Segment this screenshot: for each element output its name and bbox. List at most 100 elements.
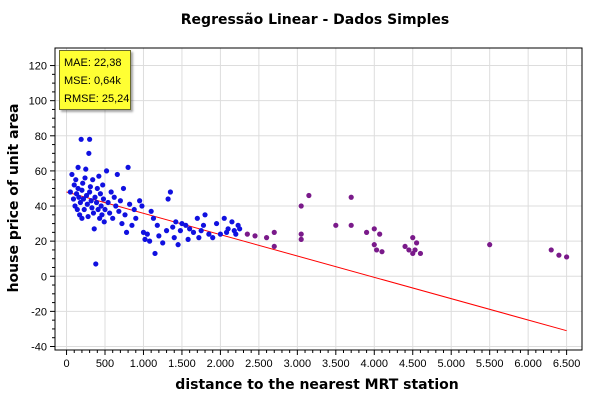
data-point <box>263 235 270 241</box>
data-point <box>92 194 98 200</box>
data-point <box>86 150 92 156</box>
y-tick-label: 0 <box>41 271 47 283</box>
x-tick-label: 6.000 <box>514 358 542 370</box>
data-point <box>116 208 122 214</box>
data-point <box>152 250 158 257</box>
data-point <box>154 222 160 228</box>
data-point <box>170 224 176 230</box>
data-point <box>165 196 171 202</box>
y-axis-title: house price of unit area <box>6 104 22 293</box>
data-point <box>221 215 227 221</box>
data-point <box>373 247 380 253</box>
x-tick-label: 0 <box>63 358 69 370</box>
data-point <box>348 194 354 200</box>
x-tick-label: 1.500 <box>168 358 196 370</box>
data-point <box>93 261 99 267</box>
data-point <box>93 199 100 206</box>
data-point <box>177 228 184 234</box>
data-point <box>97 191 103 197</box>
data-point <box>73 177 79 183</box>
data-point <box>487 242 493 248</box>
data-point <box>87 136 93 142</box>
data-point <box>271 229 277 235</box>
x-axis-title: distance to the nearest MRT station <box>175 377 458 393</box>
data-point <box>125 164 131 170</box>
data-point <box>98 203 104 209</box>
data-point <box>233 231 239 237</box>
data-point <box>76 194 82 200</box>
data-point <box>96 173 102 179</box>
data-point <box>90 177 96 183</box>
data-point <box>198 228 204 234</box>
data-point <box>89 205 95 211</box>
data-point <box>69 171 75 178</box>
x-tick-label: 4.000 <box>361 358 389 370</box>
data-point <box>548 247 554 253</box>
data-point <box>100 182 106 188</box>
x-tick-label: 6.500 <box>553 358 581 370</box>
data-point <box>244 231 250 237</box>
data-point <box>107 210 113 216</box>
data-point <box>417 250 424 257</box>
data-point <box>84 201 90 207</box>
data-point <box>94 185 100 192</box>
data-point <box>148 208 154 214</box>
data-point <box>225 226 231 232</box>
data-point <box>103 168 110 174</box>
y-tick-label: 100 <box>29 96 47 108</box>
data-point <box>206 231 212 237</box>
data-point <box>194 215 200 221</box>
data-point <box>129 222 135 228</box>
data-point <box>298 231 304 237</box>
data-point <box>144 231 150 237</box>
y-tick-label: 80 <box>35 131 47 143</box>
mse-label: MSE: 0,64k <box>64 75 121 87</box>
data-point <box>127 201 133 207</box>
data-point <box>348 222 354 228</box>
chart-title: Regressão Linear - Dados Simples <box>181 12 449 28</box>
data-point <box>78 136 84 142</box>
data-point <box>123 229 130 235</box>
data-point <box>187 226 193 232</box>
data-point <box>298 203 304 209</box>
plot-frame <box>54 47 583 351</box>
data-point <box>79 187 85 193</box>
regression-line-layer <box>66 191 567 332</box>
data-point <box>74 206 80 213</box>
data-point <box>137 198 143 204</box>
data-point <box>139 203 145 209</box>
data-point <box>101 219 107 225</box>
data-point <box>213 220 220 227</box>
axes: 0 500 1.000 1.500 2.000 2.500 3.000 3.500 4.000 4… <box>29 47 583 370</box>
data-point <box>175 242 181 248</box>
data-point <box>564 254 570 260</box>
data-point <box>333 222 339 228</box>
data-point <box>131 206 137 213</box>
rmse-label: RMSE: 25,24 <box>64 93 130 105</box>
data-point <box>271 243 277 250</box>
data-point <box>200 222 207 228</box>
data-point <box>229 219 235 225</box>
data-point <box>217 231 224 237</box>
data-point <box>119 220 125 227</box>
y-tick-label: 120 <box>29 61 47 73</box>
data-point <box>111 194 117 200</box>
data-point <box>371 242 377 248</box>
y-tick-label: -20 <box>31 306 47 318</box>
data-point <box>105 199 111 206</box>
data-point <box>71 182 77 188</box>
data-point <box>402 243 408 250</box>
data-point <box>150 215 157 221</box>
data-point <box>95 206 101 213</box>
data-point <box>85 213 91 220</box>
data-point <box>306 192 312 199</box>
data-point <box>91 226 97 232</box>
data-points <box>67 136 570 267</box>
data-point <box>108 189 114 195</box>
data-point <box>190 229 197 235</box>
data-point <box>410 235 416 241</box>
y-tick-label: 60 <box>35 166 47 178</box>
y-tick-label: -40 <box>31 341 47 353</box>
x-tick-label: 3.000 <box>284 358 312 370</box>
